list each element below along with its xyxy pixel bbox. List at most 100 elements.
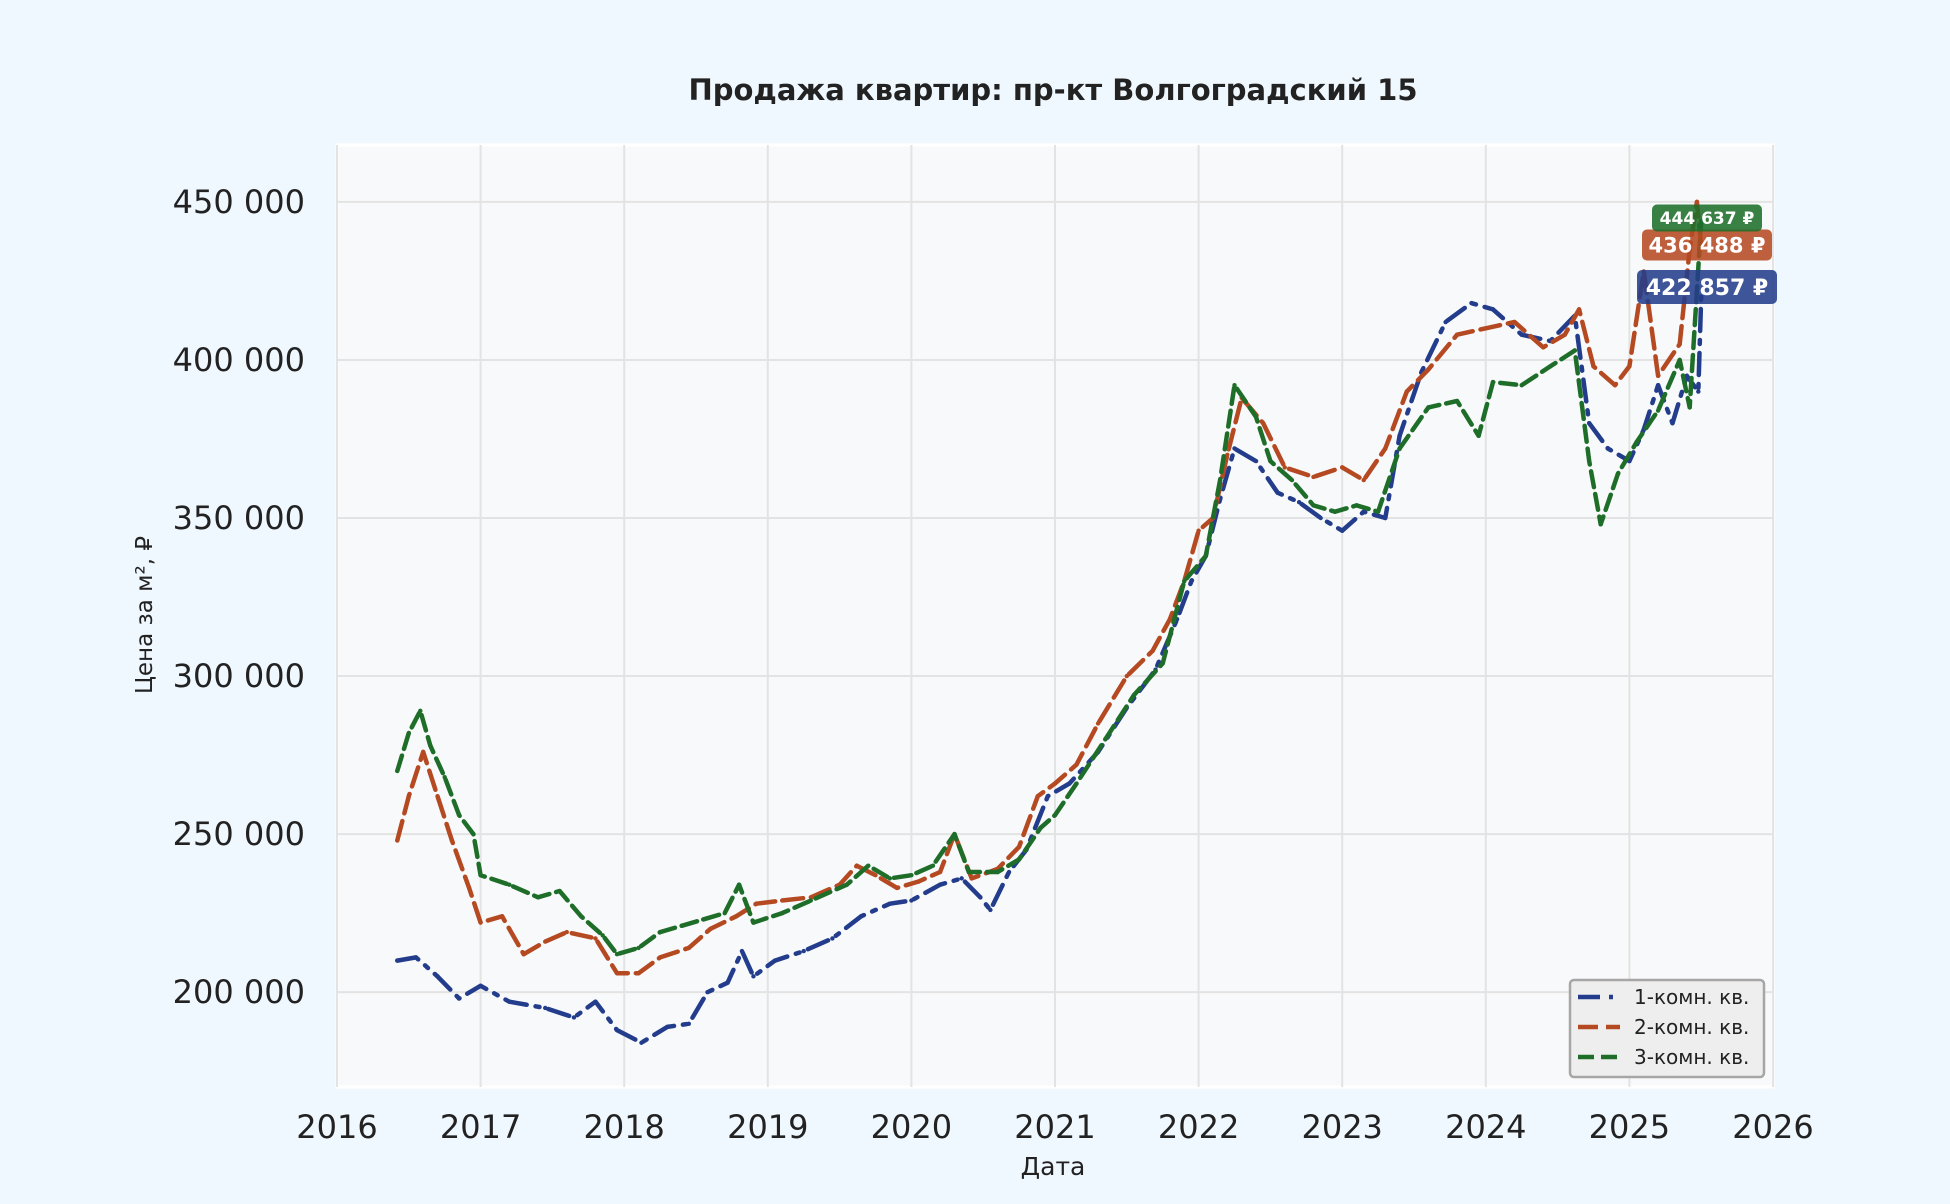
data-point	[478, 920, 483, 925]
data-point	[395, 838, 400, 843]
data-point	[801, 948, 806, 954]
x-tick-label: 2024	[1445, 1108, 1526, 1146]
data-point	[995, 869, 1000, 875]
data-point	[557, 888, 562, 894]
data-point	[1150, 648, 1155, 653]
x-tick-label: 2020	[871, 1108, 952, 1146]
data-point	[1677, 357, 1682, 363]
data-point	[1232, 383, 1237, 388]
data-point	[1694, 199, 1700, 205]
x-axis: 2016 2017 2018 2019 2020 2021 2022 2023 2024 2025…	[296, 1108, 1813, 1146]
data-point	[1586, 420, 1592, 426]
data-point	[564, 929, 569, 935]
end-label-1: 422 857 ₽	[1646, 276, 1768, 301]
data-point	[1576, 307, 1582, 312]
data-point	[1383, 515, 1388, 521]
data-point	[1615, 471, 1621, 476]
series-layer	[395, 199, 1704, 1045]
data-point	[1634, 439, 1639, 445]
data-point	[1006, 869, 1012, 875]
data-point	[1655, 408, 1661, 413]
x-tick-label: 2016	[296, 1108, 377, 1146]
x-tick-label: 2025	[1589, 1108, 1670, 1146]
data-point	[636, 971, 641, 976]
y-tick-label: 300 000	[173, 657, 305, 695]
data-point	[471, 831, 476, 837]
data-point	[1361, 477, 1366, 483]
data-point	[978, 895, 983, 900]
data-point	[1404, 389, 1410, 394]
data-point	[1035, 793, 1040, 799]
data-point	[1318, 515, 1323, 521]
data-point	[1483, 326, 1489, 331]
data-point	[614, 952, 620, 957]
data-point	[1052, 781, 1058, 786]
x-tick-label: 2019	[727, 1108, 808, 1146]
data-point	[1454, 398, 1460, 404]
data-point	[1067, 781, 1072, 786]
data-point	[909, 873, 914, 878]
data-point	[873, 873, 878, 878]
data-point	[1598, 522, 1603, 527]
data-point	[751, 974, 756, 979]
data-point	[966, 869, 972, 875]
data-point	[686, 1021, 692, 1026]
data-point	[478, 873, 483, 878]
data-point	[700, 917, 706, 922]
x-tick-label: 2018	[583, 1108, 664, 1146]
data-point	[1655, 373, 1661, 378]
data-point	[1196, 528, 1201, 533]
data-point	[969, 876, 974, 881]
data-point	[1095, 721, 1101, 726]
data-point	[507, 882, 512, 887]
y-tick-label: 450 000	[173, 183, 305, 221]
data-point	[1074, 762, 1079, 767]
data-point	[395, 768, 400, 774]
data-point	[1103, 737, 1108, 742]
data-point	[679, 923, 684, 928]
legend-label-3: 3-комн. кв.	[1634, 1045, 1749, 1069]
data-point	[1268, 458, 1273, 464]
data-point	[1397, 446, 1402, 451]
data-point	[1541, 345, 1546, 350]
data-point	[1512, 319, 1517, 325]
data-point	[686, 945, 692, 951]
data-point	[1311, 474, 1316, 480]
data-point	[639, 1040, 644, 1045]
data-point	[535, 895, 541, 900]
data-point	[1490, 379, 1496, 385]
data-point	[507, 999, 512, 1004]
data-point	[739, 948, 745, 954]
data-point	[1045, 793, 1051, 799]
data-point	[1670, 420, 1675, 426]
data-point	[779, 898, 785, 903]
data-point	[478, 983, 483, 989]
data-point	[571, 1015, 577, 1020]
data-point	[456, 812, 462, 818]
data-point	[725, 980, 730, 985]
data-point	[1627, 364, 1632, 369]
y-axis-label: Цена за м², ₽	[132, 536, 158, 694]
data-point	[1375, 509, 1381, 514]
data-point	[1687, 405, 1692, 410]
data-point	[1562, 332, 1567, 337]
data-point	[428, 743, 433, 748]
data-point	[1253, 458, 1259, 464]
data-point	[916, 879, 921, 884]
legend-label-2: 2-комн. кв.	[1634, 1015, 1749, 1039]
data-point	[887, 876, 893, 881]
data-point	[657, 955, 663, 960]
data-point	[909, 898, 914, 903]
data-point	[930, 863, 936, 868]
data-point	[420, 749, 426, 755]
x-tick-label: 2021	[1014, 1108, 1095, 1146]
data-point	[456, 996, 462, 1001]
data-point	[754, 901, 759, 906]
data-point	[1361, 509, 1366, 514]
legend-label-1: 1-комн. кв.	[1634, 985, 1749, 1009]
y-axis: 200 000 250 000 300 000 350 000 400 000 450 0…	[173, 183, 305, 1011]
data-point	[830, 936, 835, 941]
data-point	[844, 882, 849, 887]
